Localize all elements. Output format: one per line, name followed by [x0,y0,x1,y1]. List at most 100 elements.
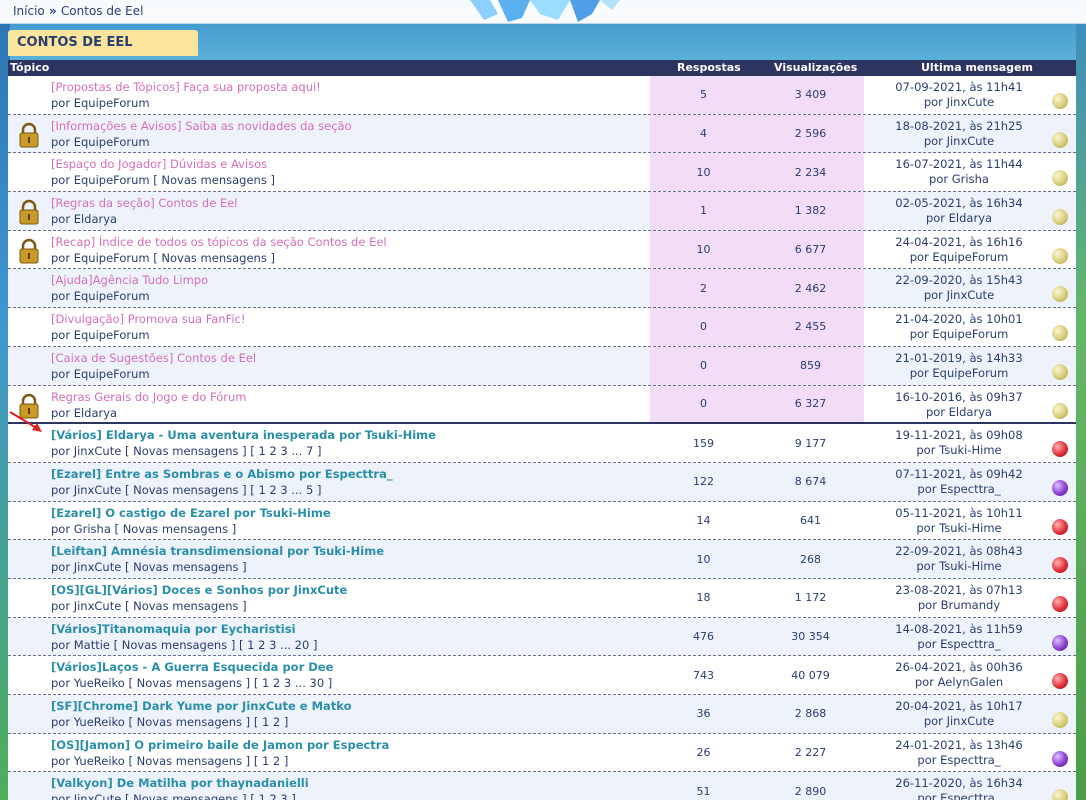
topic-title-link[interactable]: [Caixa de Sugestões] Contos de Eel [51,350,257,365]
last-post-author[interactable]: por JinxCute [923,714,995,728]
topic-status-orb-icon[interactable] [1052,479,1068,496]
author-link[interactable]: por YueReiko [51,753,125,768]
topic-title-link[interactable]: [Espaço do Jogador] Dúvidas e Avisos [51,157,268,172]
topic-pagination-links[interactable]: [ Novas mensagens ] [ 1 2 3 ... 5 ] [124,482,322,497]
topic-title-link[interactable]: [Vários] Eldarya - Uma aventura inespera… [51,428,436,443]
topic-pagination-links[interactable]: [ Novas mensagens ] [114,521,237,536]
author-link[interactable]: por JinxCute [51,598,122,613]
topic-title-link[interactable]: [OS][Jamon] O primeiro baile de Jamon po… [51,737,390,752]
topic-status-orb-icon[interactable] [1052,712,1068,728]
last-post-author[interactable]: por Tsuki-Hime [916,520,1002,535]
topic-title-link[interactable]: [Regras da seção] Contos de Eel [51,196,238,211]
author-link[interactable]: por Grisha [51,521,111,536]
topic-status-orb-icon[interactable] [1052,286,1068,303]
topic-title-link[interactable]: [Propostas de Tópicos] Faça sua proposta… [51,80,321,94]
topic-pagination-links[interactable]: [ Novas mensagens ] [ 1 2 3 ... 30 ] [128,676,333,691]
author-link[interactable]: por JinxCute [51,792,122,800]
author-link[interactable]: por EquipeForum [51,250,150,265]
author-link[interactable]: por EquipeForum [51,366,150,381]
last-post-author[interactable]: por Brumandy [917,597,1001,612]
author-link[interactable]: por YueReiko [51,715,125,729]
topic-status-orb-icon[interactable] [1052,789,1068,800]
last-post-author[interactable]: por AelynGalen [914,675,1004,690]
topic-title-link[interactable]: [Divulgação] Promova sua FanFic! [51,312,246,327]
replies-count: 18 [696,591,711,605]
topic-status-orb-icon[interactable] [1052,247,1068,264]
last-post-author[interactable]: por JinxCute [923,95,995,109]
last-post-author[interactable]: por JinxCute [923,133,995,148]
topic-title-link[interactable]: [Ezarel] Entre as Sombras e o Abismo por… [51,466,393,481]
last-post-author[interactable]: por Tsuki-Hime [916,559,1002,574]
last-post-author[interactable]: por EquipeForum [909,249,1009,264]
last-post-info: 24-01-2021, às 13h46 por Especttra_ [864,738,1054,768]
topic-status-orb-icon[interactable] [1052,363,1068,380]
author-link[interactable]: por EquipeForum [51,173,150,188]
topic-title-link[interactable]: [Leiftan] Amnésia transdimensional por T… [51,544,385,559]
last-post-author[interactable]: por Especttra_ [917,481,1001,496]
topic-title-link[interactable]: [Recap] Índice de todos os tópicos da se… [51,234,387,249]
topic-row: [OS][Jamon] O primeiro baile de Jamon po… [8,733,1076,773]
last-post-author[interactable]: por Tsuki-Hime [916,443,1002,458]
author-link[interactable]: por Eldarya [51,405,118,420]
topic-pagination-links[interactable]: [ Novas mensagens ] [ 1 2 3 ] [124,792,296,800]
topic-title-link[interactable]: [Vários]Titanomaquia por Eycharistisi [51,621,296,636]
topic-title-link[interactable]: [Valkyon] De Matilha por thaynadanielli [51,776,309,791]
views-count: 1 172 [794,591,827,605]
author-link[interactable]: por EquipeForum [51,96,150,110]
topic-status-orb-icon[interactable] [1052,209,1068,226]
topic-title-link[interactable]: [OS][GL][Vários] Doces e Sonhos por Jinx… [51,582,348,597]
last-post-author[interactable]: por Eldarya [925,211,993,226]
author-link[interactable]: por JinxCute [51,560,122,575]
topic-pagination-links[interactable]: [ Novas mensagens ] [124,598,247,613]
author-link[interactable]: por EquipeForum [51,328,150,343]
last-post-author[interactable]: por EquipeForum [909,365,1009,380]
topic-status-orb-icon[interactable] [1052,557,1068,574]
topic-status-orb-icon[interactable] [1052,634,1068,651]
topic-status-orb-icon[interactable] [1052,93,1068,109]
last-post-author[interactable]: por Grisha [929,172,989,187]
topic-status-orb-icon[interactable] [1052,673,1068,690]
topic-title-link[interactable]: [Vários]Laços - A Guerra Esquecida por D… [51,660,334,675]
topic-pagination-links[interactable]: [ Novas mensagens ] [ 1 2 3 ... 7 ] [124,444,322,459]
author-link[interactable]: por Eldarya [51,212,118,227]
topic-status-orb-icon[interactable] [1052,518,1068,535]
topic-pagination-links[interactable]: [ Novas mensagens ] [ 1 2 ] [128,715,289,729]
topic-title-link[interactable]: [SF][Chrome] Dark Yume por JinxCute e Ma… [51,699,352,713]
replies-count: 26 [696,746,711,760]
header-replies: Respostas [677,61,741,74]
author-link[interactable]: por EquipeForum [51,289,150,304]
topic-pagination-links[interactable]: [ Novas mensagens ] [153,173,275,188]
topic-status-orb-icon[interactable] [1052,325,1068,342]
author-link[interactable]: por JinxCute [51,482,122,497]
topic-status-orb-icon[interactable] [1052,170,1068,187]
topic-status-orb-icon[interactable] [1052,750,1068,767]
topic-pagination-links[interactable]: [ Novas mensagens ] [124,560,247,575]
topic-status-orb-icon[interactable] [1052,441,1068,458]
topic-pagination-links[interactable]: [ Novas mensagens ] [ 1 2 ] [128,753,289,768]
author-link[interactable]: por Mattie [51,637,110,652]
last-post-author[interactable]: por Especttra_ [917,791,1001,800]
topic-title-link[interactable]: Regras Gerais do Jogo e do Fórum [51,389,247,404]
topic-title-link[interactable]: [Ajuda]Agência Tudo Limpo [51,273,209,288]
topic-status-orb-icon[interactable] [1052,131,1068,148]
topic-pagination-links[interactable]: [ Novas mensagens ] [ 1 2 3 ... 20 ] [113,637,318,652]
last-post-author[interactable]: por Especttra_ [917,636,1001,651]
last-post-author[interactable]: por Eldarya [925,404,993,419]
last-post-author[interactable]: por JinxCute [923,288,995,303]
breadcrumb-home-link[interactable]: Início [13,4,45,18]
author-link[interactable]: por EquipeForum [51,134,150,149]
topic-title-link[interactable]: [Ezarel] O castigo de Ezarel por Tsuki-H… [51,505,331,520]
topic-title-link[interactable]: [Informações e Avisos] Saiba as novidade… [51,118,352,133]
topic-status-orb-icon[interactable] [1052,595,1068,612]
views-count: 859 [757,346,864,385]
breadcrumb-current-link[interactable]: Contos de Eel [60,4,144,18]
author-link[interactable]: por JinxCute [51,444,122,459]
last-post-author[interactable]: por EquipeForum [909,327,1009,342]
last-post-author[interactable]: por Especttra_ [917,752,1001,767]
last-post-date: 24-04-2021, às 16h16 [895,234,1023,249]
author-link[interactable]: por YueReiko [51,676,125,691]
topic-pagination-links[interactable]: [ Novas mensagens ] [153,250,275,265]
pinned-topic-row: [Recap] Índice de todos os tópicos da se… [8,230,1076,270]
topic-status-orb-icon[interactable] [1052,402,1068,419]
header-last-post: Ultima mensagem [921,61,1033,74]
